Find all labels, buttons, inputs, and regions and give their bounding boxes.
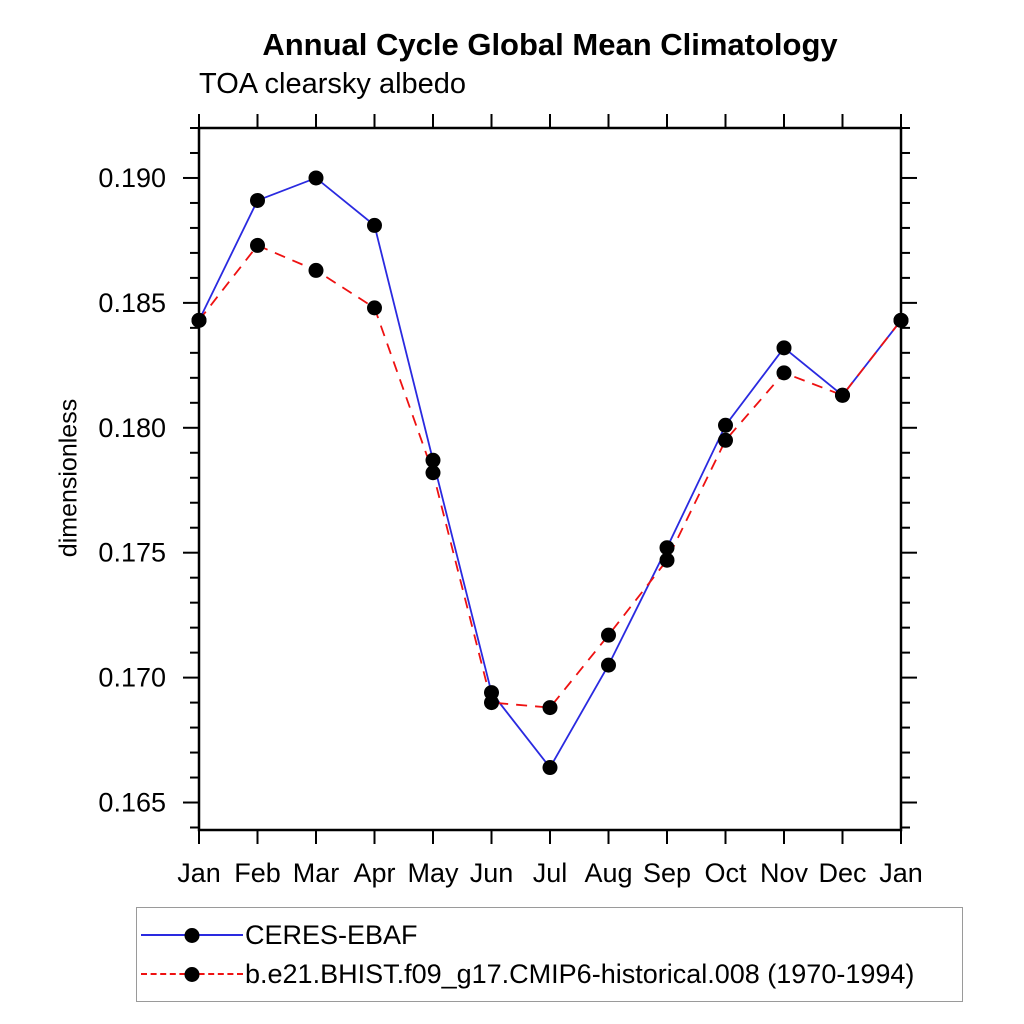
legend: CERES-EBAF b.e21.BHIST.f09_g17.CMIP6-his… [136,907,963,1002]
chart-title: Annual Cycle Global Mean Climatology [262,27,838,62]
x-tick-label: Apr [353,858,395,888]
legend-line-dashed-icon [141,967,243,982]
legend-line-solid-icon [141,928,243,943]
x-tick-label: Jan [177,858,221,888]
axis-frame [197,126,903,832]
y-axis-ticks: 0.165 0.170 0.175 0.180 0.185 0.190 [98,127,917,829]
y-tick-label: 0.185 [98,288,166,318]
legend-marker-dot-icon [184,967,200,982]
x-tick-label: Jun [470,858,514,888]
legend-entry-model: b.e21.BHIST.f09_g17.CMIP6-historical.008… [137,959,962,989]
x-tick-label: Aug [584,858,632,888]
y-tick-label: 0.165 [98,788,166,818]
y-tick-label: 0.190 [98,163,166,193]
x-tick-label: Mar [293,858,340,888]
x-tick-label: Jan [879,858,923,888]
x-tick-label: Dec [818,858,866,888]
y-tick-label: 0.180 [98,413,166,443]
series-markers-1 [191,237,909,716]
y-tick-label: 0.175 [98,538,166,568]
legend-entry-obs: CERES-EBAF [137,920,962,950]
legend-label-model: b.e21.BHIST.f09_g17.CMIP6-historical.008… [245,958,915,989]
series-markers-0 [191,170,909,776]
x-tick-label: Oct [704,858,747,888]
x-tick-label: Feb [234,858,281,888]
legend-label-obs: CERES-EBAF [245,919,418,950]
x-axis-ticks: Jan Feb Mar Apr May Jun Jul Aug Sep Oct Nov Dec Jan [177,114,923,888]
chart-subtitle: TOA clearsky albedo [199,68,467,100]
series-line-0 [198,176,902,770]
series-line-1 [198,244,902,709]
x-tick-label: Sep [643,858,691,888]
legend-marker-dot-icon [184,928,200,943]
x-tick-label: May [407,858,459,888]
x-tick-label: Nov [760,858,809,888]
y-tick-label: 0.170 [98,663,166,693]
x-tick-label: Jul [533,858,568,888]
